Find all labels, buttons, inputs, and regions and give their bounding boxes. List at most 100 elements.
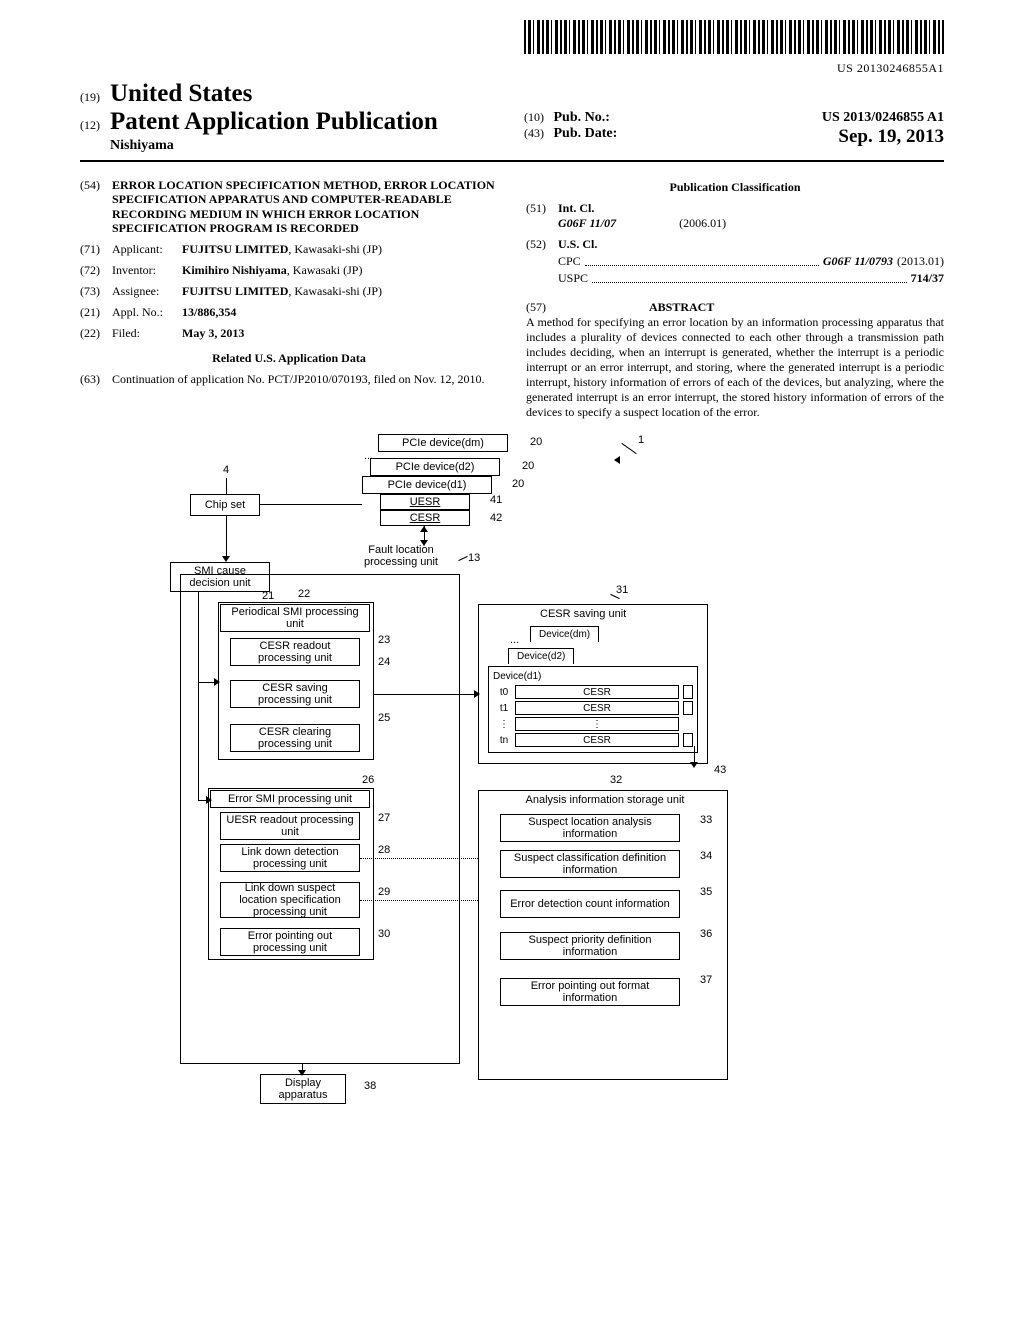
classification-heading: Publication Classification xyxy=(526,180,944,195)
uspc-value: 714/37 xyxy=(911,271,944,286)
applicant-location: , Kawasaki-shi (JP) xyxy=(288,242,382,256)
continuation-text: Continuation of application No. PCT/JP20… xyxy=(112,372,498,387)
publication-kind: Patent Application Publication xyxy=(110,108,438,135)
analysis-unit-label: Analysis information storage unit xyxy=(500,794,710,806)
uscl-label: U.S. Cl. xyxy=(558,237,944,252)
right-column: Publication Classification (51) Int. Cl.… xyxy=(526,172,944,420)
cpc-value: G06F 11/0793 xyxy=(823,254,893,269)
pcie-dm-box: PCIe device(dm) xyxy=(378,434,508,452)
error-pointing-format-box: Error pointing out format information xyxy=(500,978,680,1006)
ref-20a: 20 xyxy=(530,436,542,448)
ref-35: 35 xyxy=(700,886,712,898)
periodical-smi-box: Periodical SMI processing unit xyxy=(220,604,370,632)
error-smi-box: Error SMI processing unit xyxy=(210,790,370,808)
inventor-ref-num: (72) xyxy=(80,263,112,278)
ref-20c: 20 xyxy=(512,478,524,490)
abstract-body: A method for specifying an error locatio… xyxy=(526,315,944,420)
ref-31: 31 xyxy=(616,584,628,596)
cesr-box: CESR xyxy=(380,510,470,526)
ref-36: 36 xyxy=(700,928,712,940)
country: United States xyxy=(110,80,252,107)
abstract-heading: ABSTRACT xyxy=(649,300,714,314)
ref-37: 37 xyxy=(700,974,712,986)
ref-1: 1 xyxy=(638,434,644,446)
ref-29: 29 xyxy=(378,886,390,898)
cesr-saving-unit-label: CESR saving unit xyxy=(540,608,626,620)
ref-4: 4 xyxy=(223,464,229,476)
filed-label: Filed: xyxy=(112,326,182,341)
related-heading: Related U.S. Application Data xyxy=(80,351,498,366)
cpc-label: CPC xyxy=(558,254,581,269)
cesr-clearing-box: CESR clearing processing unit xyxy=(230,724,360,752)
applicant-ref-num: (71) xyxy=(80,242,112,257)
ref-23: 23 xyxy=(378,634,390,646)
display-apparatus-box: Display apparatus xyxy=(260,1074,346,1104)
cesr-saving-box: CESR saving processing unit xyxy=(230,680,360,708)
pub-date-ref-num: (43) xyxy=(524,126,544,140)
ref-34: 34 xyxy=(700,850,712,862)
assignee-ref-num: (73) xyxy=(80,284,112,299)
pub-no-value: US 2013/0246855 A1 xyxy=(822,110,944,126)
intcl-code: G06F 11/07 xyxy=(558,216,616,230)
applicant-label: Applicant: xyxy=(112,242,182,257)
link-down-suspect-box: Link down suspect location specification… xyxy=(220,882,360,918)
ref-25: 25 xyxy=(378,712,390,724)
error-detection-count-box: Error detection count information xyxy=(500,890,680,918)
ref-22: 22 xyxy=(298,588,310,600)
country-ref-num: (19) xyxy=(80,90,100,104)
ref-38: 38 xyxy=(364,1080,376,1092)
header-right: (10) Pub. No.: US 2013/0246855 A1 (43) P… xyxy=(524,80,944,154)
appl-value: 13/886,354 xyxy=(182,305,498,320)
uesr-box: UESR xyxy=(380,494,470,510)
invention-title: ERROR LOCATION SPECIFICATION METHOD, ERR… xyxy=(112,178,498,236)
pcie-d1-box: PCIe device(d1) xyxy=(362,476,492,494)
pub-no-label: Pub. No.: xyxy=(554,110,610,125)
header-left: (19) United States (12) Patent Applicati… xyxy=(80,80,500,154)
assignee-location: , Kawasaki-shi (JP) xyxy=(288,284,382,298)
ref-27: 27 xyxy=(378,812,390,824)
dotfill xyxy=(592,268,907,283)
device-d1-block: Device(d1) t0CESR t1CESR ⋮⋮ tnCESR xyxy=(488,666,698,753)
pub-date-label: Pub. Date: xyxy=(554,126,618,141)
uspc-label: USPC xyxy=(558,271,588,286)
assignee-label: Assignee: xyxy=(112,284,182,299)
ref-20b: 20 xyxy=(522,460,534,472)
fault-loc-label: Fault location processing unit xyxy=(346,544,456,568)
assignee-name: FUJITSU LIMITED xyxy=(182,284,288,298)
inventor-location: , Kawasaki (JP) xyxy=(287,263,363,277)
abstract-ref-num: (57) xyxy=(526,300,546,314)
dotfill xyxy=(585,251,819,266)
link-down-detection-box: Link down detection processing unit xyxy=(220,844,360,872)
ref-43: 43 xyxy=(714,764,726,776)
device-d2-tab: Device(d2) xyxy=(508,648,574,664)
ref-42: 42 xyxy=(490,512,502,524)
intcl-ref-num: (51) xyxy=(526,201,558,231)
ref-26: 26 xyxy=(362,774,374,786)
left-column: (54) ERROR LOCATION SPECIFICATION METHOD… xyxy=(80,172,498,420)
author-name: Nishiyama xyxy=(110,138,500,154)
applicant-name: FUJITSU LIMITED xyxy=(182,242,288,256)
uesr-readout-box: UESR readout processing unit xyxy=(220,812,360,840)
inventor-name: Kimihiro Nishiyama xyxy=(182,263,287,277)
header: (19) United States (12) Patent Applicati… xyxy=(80,80,944,154)
filed-ref-num: (22) xyxy=(80,326,112,341)
chipset-box: Chip set xyxy=(190,494,260,516)
ref-33: 33 xyxy=(700,814,712,826)
pub-no-ref-num: (10) xyxy=(524,110,544,124)
device-d1-label: Device(d1) xyxy=(493,671,693,682)
barcode-graphic xyxy=(524,20,944,54)
appl-label: Appl. No.: xyxy=(112,305,182,320)
biblio-columns: (54) ERROR LOCATION SPECIFICATION METHOD… xyxy=(80,172,944,420)
header-rule xyxy=(80,160,944,162)
title-ref-num: (54) xyxy=(80,178,112,236)
ref-41: 41 xyxy=(490,494,502,506)
cpc-year: (2013.01) xyxy=(897,254,944,269)
filed-value: May 3, 2013 xyxy=(182,326,498,341)
pub-date-value: Sep. 19, 2013 xyxy=(838,126,944,148)
ref-28: 28 xyxy=(378,844,390,856)
uscl-ref-num: (52) xyxy=(526,237,558,288)
barcode-number: US 20130246855A1 xyxy=(80,61,944,76)
appl-ref-num: (21) xyxy=(80,305,112,320)
ref-30: 30 xyxy=(378,928,390,940)
suspect-location-box: Suspect location analysis information xyxy=(500,814,680,842)
